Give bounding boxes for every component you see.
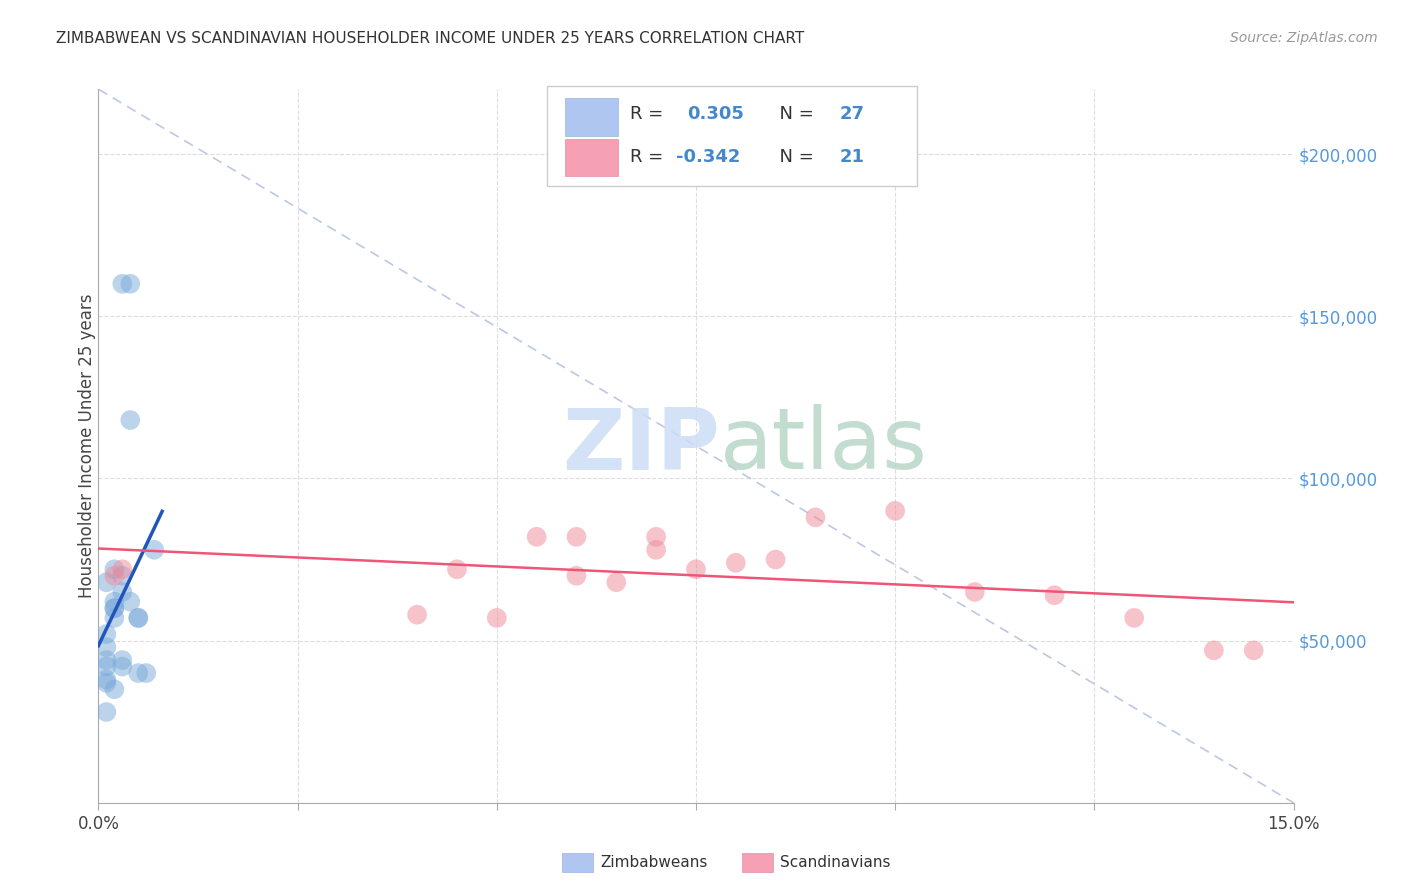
Text: Source: ZipAtlas.com: Source: ZipAtlas.com: [1230, 31, 1378, 45]
Point: [645, 530, 668, 544]
Point: [685, 562, 707, 576]
Text: atlas: atlas: [720, 404, 928, 488]
Point: [103, 611, 125, 625]
Point: [1043, 588, 1066, 602]
Point: [103, 601, 125, 615]
Text: -0.342: -0.342: [676, 148, 740, 166]
Point: [127, 666, 149, 681]
Point: [127, 611, 149, 625]
Point: [485, 611, 508, 625]
Y-axis label: Householder Income Under 25 years: Householder Income Under 25 years: [79, 293, 96, 599]
Point: [96, 575, 118, 590]
Point: [111, 568, 134, 582]
Point: [765, 552, 787, 566]
Text: Zimbabweans: Zimbabweans: [600, 855, 707, 870]
Point: [103, 601, 125, 615]
Point: [605, 575, 627, 590]
Text: Scandinavians: Scandinavians: [780, 855, 891, 870]
Point: [120, 413, 142, 427]
Point: [111, 659, 134, 673]
Point: [111, 562, 134, 576]
Point: [724, 556, 747, 570]
Point: [120, 277, 142, 291]
Point: [127, 611, 149, 625]
Point: [406, 607, 429, 622]
FancyBboxPatch shape: [565, 139, 619, 177]
FancyBboxPatch shape: [547, 86, 917, 186]
Point: [526, 530, 548, 544]
Point: [120, 595, 142, 609]
Point: [645, 542, 668, 557]
Point: [1202, 643, 1225, 657]
Point: [143, 542, 166, 557]
Point: [96, 659, 118, 673]
Point: [103, 595, 125, 609]
FancyBboxPatch shape: [565, 98, 619, 136]
Text: R =: R =: [630, 105, 669, 123]
Point: [103, 682, 125, 697]
Point: [565, 568, 588, 582]
Point: [804, 510, 827, 524]
Point: [103, 568, 125, 582]
Text: 27: 27: [839, 105, 865, 123]
Point: [111, 585, 134, 599]
Point: [1123, 611, 1146, 625]
Point: [963, 585, 986, 599]
Point: [96, 653, 118, 667]
Point: [96, 675, 118, 690]
Text: 21: 21: [839, 148, 865, 166]
Point: [96, 673, 118, 687]
Point: [135, 666, 157, 681]
Text: ZIP: ZIP: [562, 404, 720, 488]
Point: [96, 705, 118, 719]
Point: [103, 562, 125, 576]
Point: [96, 640, 118, 654]
Point: [96, 627, 118, 641]
Point: [111, 277, 134, 291]
Point: [111, 653, 134, 667]
Point: [446, 562, 468, 576]
Point: [1243, 643, 1265, 657]
Text: N =: N =: [768, 148, 820, 166]
Text: ZIMBABWEAN VS SCANDINAVIAN HOUSEHOLDER INCOME UNDER 25 YEARS CORRELATION CHART: ZIMBABWEAN VS SCANDINAVIAN HOUSEHOLDER I…: [56, 31, 804, 46]
Text: 0.305: 0.305: [688, 105, 745, 123]
Text: N =: N =: [768, 105, 820, 123]
Text: R =: R =: [630, 148, 669, 166]
Point: [565, 530, 588, 544]
Point: [884, 504, 907, 518]
